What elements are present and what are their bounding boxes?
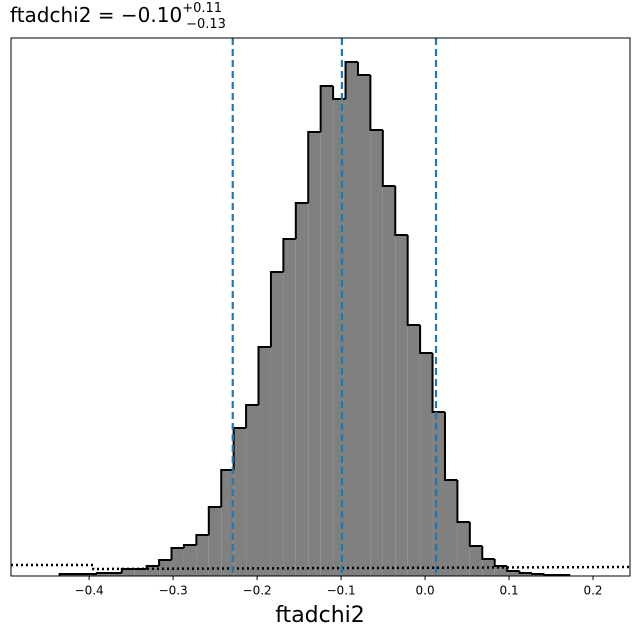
plot-frame	[10, 37, 631, 577]
histogram-bar	[208, 507, 222, 576]
histogram-edge	[158, 559, 172, 566]
histogram-edge	[145, 565, 160, 569]
chart-title: ftadchi2 = −0.10+0.11 −0.13	[10, 1, 226, 32]
histogram-bar	[221, 470, 234, 576]
histogram-edge	[294, 202, 309, 239]
title-sup: +0.11	[182, 1, 222, 16]
x-axis-label: ftadchi2	[275, 603, 365, 628]
histogram-bar	[382, 186, 396, 576]
histogram-edge	[344, 61, 358, 99]
histogram-edge	[406, 235, 421, 326]
histogram-edge	[257, 346, 271, 405]
histogram-bar	[357, 75, 371, 576]
histogram-edge	[269, 271, 284, 347]
x-tick-label: −0.4	[75, 584, 104, 598]
x-tick-label: −0.2	[243, 584, 272, 598]
x-tick-label: −0.1	[327, 584, 356, 598]
histogram-edge	[431, 353, 445, 413]
histogram-edge	[220, 469, 234, 507]
histogram-bar	[494, 566, 508, 576]
histogram-bar	[134, 569, 147, 576]
histogram-bar	[444, 480, 458, 576]
histogram-edge	[207, 506, 222, 535]
histogram-edge	[493, 559, 508, 567]
histogram-bar	[395, 235, 408, 576]
histogram-bar	[233, 428, 247, 576]
histogram-edge	[369, 75, 383, 131]
histogram-edge	[394, 186, 408, 236]
histogram-bar	[333, 99, 346, 576]
x-tick-label: −0.3	[159, 584, 188, 598]
histogram-bar	[196, 535, 209, 576]
histogram-bar	[146, 566, 160, 576]
histogram-bar	[432, 412, 445, 576]
histogram-edge	[518, 571, 532, 574]
histogram-edge	[456, 480, 470, 523]
histogram-bar	[246, 405, 259, 576]
histogram-edge	[419, 325, 433, 354]
x-tick-label: 0.2	[583, 584, 602, 598]
histogram-bar	[295, 203, 309, 576]
histogram-bar	[345, 62, 358, 576]
histogram-edge	[120, 568, 135, 573]
histogram-bar	[420, 353, 433, 576]
histogram-edge	[543, 574, 557, 576]
histogram-bar	[183, 545, 197, 576]
histogram-bar	[258, 347, 271, 576]
x-tick-label: 0.1	[500, 584, 519, 598]
histogram-bar	[96, 573, 110, 576]
histogram-bar	[320, 86, 334, 576]
histogram-edge	[468, 522, 483, 547]
x-tick-label: 0.0	[416, 584, 435, 598]
histogram-bar	[109, 573, 122, 576]
histogram-bar	[283, 239, 296, 576]
title-sub: −0.13	[186, 17, 226, 32]
histogram-bar	[159, 560, 172, 576]
prior-line	[11, 563, 631, 571]
histogram-edge	[182, 544, 197, 548]
histogram-edge	[319, 85, 334, 132]
histogram-edge	[356, 62, 371, 76]
histogram-bar	[370, 130, 383, 576]
histogram-edge	[282, 238, 296, 272]
histogram-edge	[481, 546, 495, 560]
histogram-edge	[332, 86, 346, 100]
histogram-bar	[308, 132, 321, 576]
histogram-bar	[270, 272, 284, 576]
histogram-bar	[469, 546, 483, 576]
histogram-bar	[507, 571, 520, 576]
histogram-edge	[381, 130, 396, 187]
histogram-edge	[170, 547, 184, 560]
histogram-edge	[95, 572, 110, 574]
histogram-edge	[530, 573, 545, 575]
histogram-edge	[307, 131, 321, 203]
histogram-edge	[245, 404, 259, 428]
histogram-edge	[443, 412, 458, 481]
histogram-bar	[407, 325, 421, 576]
histogram-bar	[121, 569, 135, 576]
histogram-bar	[171, 548, 184, 576]
histogram-edge	[195, 534, 209, 545]
histogram-bar	[457, 522, 470, 576]
histogram-edge	[58, 573, 73, 576]
histogram-bar	[519, 573, 532, 576]
title-main: ftadchi2 = −0.10	[10, 3, 182, 27]
